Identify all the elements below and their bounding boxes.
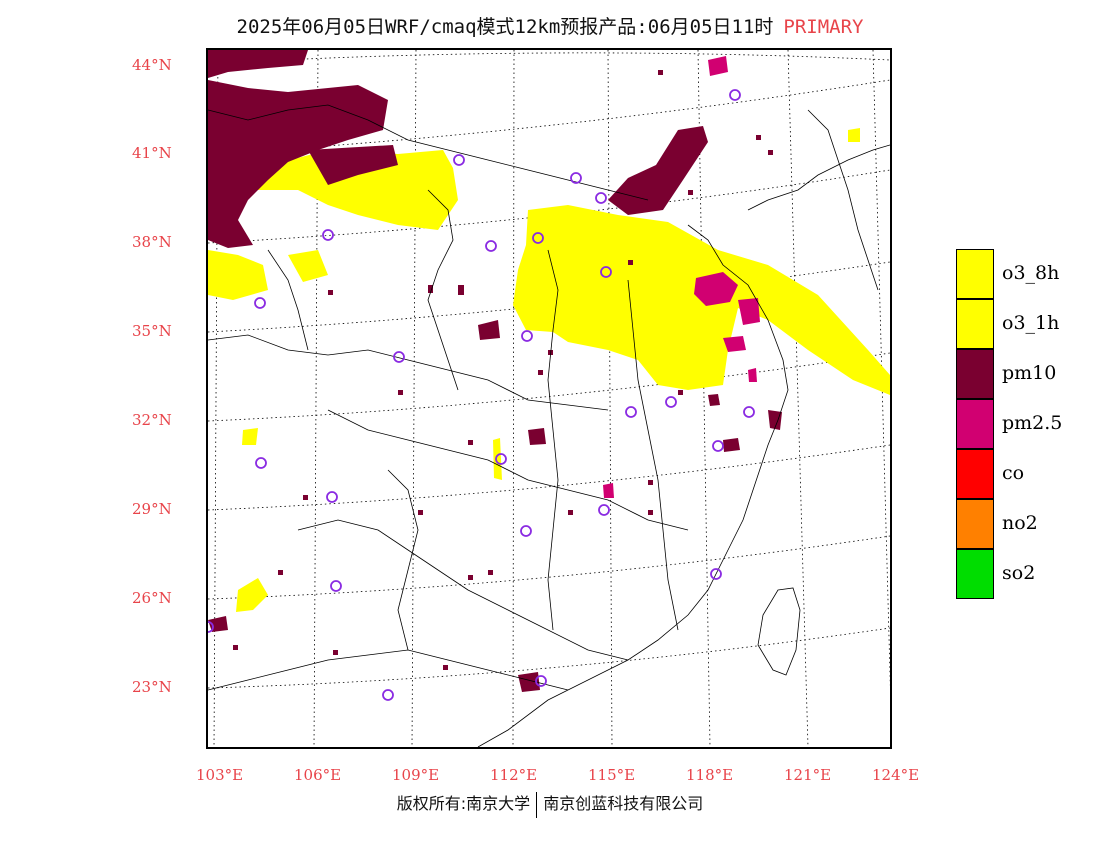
footer-divider [536,791,538,818]
copyright-footer: 版权所有:南京大学 南京创蓝科技有限公司 [0,790,1100,818]
lon-label-118: 118°E [686,766,734,784]
legend-label: o3_1h [1002,312,1060,334]
station-marker [598,504,610,516]
legend-label: pm2.5 [1002,412,1063,434]
legend-swatch [956,249,994,299]
station-marker [254,297,266,309]
legend-swatch [956,299,994,349]
lat-label-32: 32°N [132,411,172,429]
legend-label: pm10 [1002,362,1057,384]
lat-label-41: 41°N [132,144,172,162]
lat-label-35: 35°N [132,322,172,340]
station-marker [382,689,394,701]
station-marker [743,406,755,418]
primary-tag: PRIMARY [783,16,864,38]
legend-swatch [956,499,994,549]
boundaries [208,104,890,747]
station-markers [208,89,755,701]
lon-label-106: 106°E [294,766,342,784]
station-marker [485,240,497,252]
lat-label-44: 44°N [132,56,172,74]
title-text: 2025年06月05日WRF/cmaq模式12km预报产品:06月05日11时 [236,16,774,38]
station-marker [595,192,607,204]
pollutant-map [208,50,890,747]
legend-swatch [956,549,994,599]
station-marker [570,172,582,184]
station-marker [255,457,267,469]
station-marker [712,440,724,452]
lon-label-109: 109°E [392,766,440,784]
map-frame [206,48,892,749]
lon-label-115: 115°E [588,766,636,784]
lat-label-26: 26°N [132,589,172,607]
station-marker [453,154,465,166]
legend-swatch [956,449,994,499]
lon-label-112: 112°E [490,766,538,784]
lon-label-121: 121°E [784,766,832,784]
copyright-left: 版权所有:南京大学 [396,794,531,813]
lat-label-23: 23°N [132,678,172,696]
station-marker [326,491,338,503]
station-marker [729,89,741,101]
station-marker [521,330,533,342]
legend-swatch [956,399,994,449]
copyright-right: 南京创蓝科技有限公司 [543,794,704,813]
lon-label-103: 103°E [196,766,244,784]
graticule [208,50,890,747]
pm10-regions [208,50,782,692]
legend-label: co [1002,462,1025,484]
station-marker [665,396,677,408]
legend-label: no2 [1002,512,1038,534]
station-marker [393,351,405,363]
station-marker [532,232,544,244]
station-marker [208,621,214,633]
station-marker [710,568,722,580]
station-marker [330,580,342,592]
station-marker [322,229,334,241]
station-marker [625,406,637,418]
station-marker [495,453,507,465]
pm25-regions [603,56,760,498]
legend-label: o3_8h [1002,262,1060,284]
lon-label-124: 124°E [872,766,920,784]
map-title: 2025年06月05日WRF/cmaq模式12km预报产品:06月05日11时 P… [0,12,1100,39]
station-marker [520,525,532,537]
legend-label: so2 [1002,562,1036,584]
station-marker [535,675,547,687]
lat-label-29: 29°N [132,500,172,518]
legend-swatch [956,349,994,399]
lat-label-38: 38°N [132,233,172,251]
station-marker [600,266,612,278]
